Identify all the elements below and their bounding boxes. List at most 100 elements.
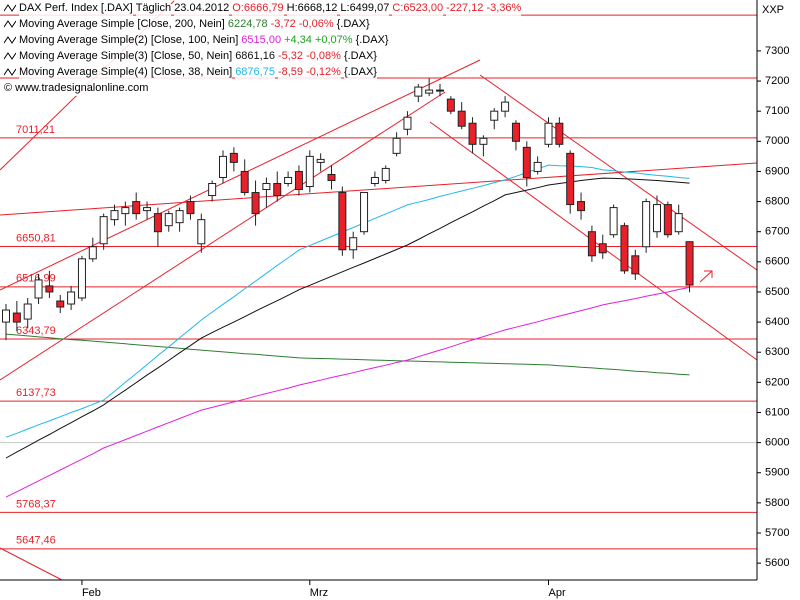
candle-body (555, 122, 564, 145)
axes: 5600 5700 5800 5900 6000 6100 6200 6300 6400 6500… (81, 45, 789, 599)
y-tick-label: 6000 (765, 437, 789, 449)
candle-body (544, 122, 553, 145)
legend-change: -3,72 -0,06% (270, 16, 334, 32)
candle-body (164, 213, 173, 227)
candle-body (642, 201, 651, 248)
icon (4, 36, 16, 44)
low: L:6499,07 (340, 0, 390, 16)
candle-body (132, 201, 141, 215)
candle-body (88, 246, 97, 260)
trend-line (0, 91, 446, 381)
watermark: © www.tradesignalonline.com (4, 80, 149, 96)
candle-body (121, 207, 130, 215)
candle-body (468, 122, 477, 145)
candle-body (284, 176, 293, 184)
y-tick-label: 5600 (765, 557, 789, 569)
y-tick-label: 7100 (765, 105, 789, 117)
candle-body (338, 192, 347, 251)
legend-symbol: {.DAX} (343, 64, 377, 80)
candle-body (175, 210, 184, 224)
candle-body (23, 303, 32, 320)
y-tick-label: 5700 (765, 527, 789, 539)
candle-body (197, 219, 206, 245)
candle-body (598, 243, 607, 254)
instrument: DAX Perf. Index [.DAX] (19, 0, 133, 16)
ma-legend: Moving Average Simple [Close, 200, Nein]… (4, 16, 521, 80)
level-label: 6516,99 (16, 273, 56, 285)
y-tick-label: 5900 (765, 467, 789, 479)
legend-value: 6861,16 (235, 48, 275, 64)
x-tick-label: Apr (549, 587, 566, 599)
icon-path (4, 36, 16, 44)
candle-body (479, 137, 488, 145)
close: C:6523,00 (392, 0, 444, 16)
candle-body (2, 309, 10, 323)
candle-body (305, 155, 314, 188)
candle-body (511, 122, 520, 142)
y-tick-label: 6400 (765, 316, 789, 328)
moving-average-line (5, 286, 690, 498)
candle-body (262, 182, 271, 191)
level-label: 7011,21 (16, 124, 55, 136)
candle-body (153, 213, 162, 233)
candle-body (663, 204, 672, 236)
y-tick-label: 6200 (765, 376, 789, 388)
icon-path (4, 68, 16, 76)
legend: DAX Perf. Index [.DAX] Täglich 23.04.201… (4, 0, 522, 96)
candle-body (360, 192, 369, 233)
candle-body (229, 152, 238, 163)
watermark-row: © www.tradesignalonline.com (4, 80, 521, 96)
candle-body (609, 207, 618, 236)
x-tick-label: Feb (82, 587, 101, 599)
open: O:6666,79 (232, 0, 284, 16)
candle-body (208, 182, 217, 197)
candle-body (436, 89, 444, 92)
y-tick-label: 6900 (765, 165, 789, 177)
candle-body (143, 207, 152, 212)
candle-body (414, 86, 423, 97)
candle-body (67, 291, 76, 305)
candle-body (251, 192, 260, 215)
candle-body (522, 146, 531, 178)
candle-body (620, 225, 629, 272)
candle-body (12, 312, 21, 323)
candle-body (294, 170, 303, 191)
trend-line (479, 74, 758, 271)
legend-change: +4,34 +0,07% (284, 32, 353, 48)
legend-change: -5,32 -0,08% (277, 48, 341, 64)
candle-body (392, 137, 401, 154)
candle-body (45, 285, 54, 293)
candle-body (186, 201, 195, 215)
candle-body (349, 237, 358, 251)
candle-body (370, 176, 379, 184)
y-tick-label: 6600 (765, 256, 789, 268)
candle-body (56, 300, 65, 308)
candle-body (457, 110, 466, 127)
legend-change: -8,59 -0,12% (277, 64, 341, 80)
trend-line (0, 162, 758, 216)
icon (4, 4, 16, 12)
moving-average-line (5, 164, 690, 438)
level-label: 5768,37 (16, 498, 56, 510)
candles (2, 78, 694, 341)
y-tick-label: 6700 (765, 226, 789, 238)
legend-symbol: {.DAX} (336, 16, 370, 32)
candle-body (327, 173, 336, 181)
candle-body (381, 167, 390, 181)
legend-value: 6876,75 (235, 64, 275, 80)
plot-area (0, 0, 757, 580)
candle-body (566, 152, 575, 206)
candle-body (674, 213, 683, 233)
candle-body (34, 279, 43, 299)
icon-path (4, 52, 16, 60)
level-label: 6343,79 (16, 325, 56, 337)
legend-value: 6515,00 (241, 32, 282, 48)
moving-averages (5, 164, 690, 498)
legend-value: 6224,78 (227, 16, 268, 32)
date: 23.04.2012 (174, 0, 230, 16)
legend-entry: Moving Average Simple(4) [Close, 38, Nei… (4, 64, 521, 80)
level-label: 5647,46 (16, 535, 56, 547)
candle-body (425, 89, 434, 94)
header-row: DAX Perf. Index [.DAX] Täglich 23.04.201… (4, 0, 522, 16)
